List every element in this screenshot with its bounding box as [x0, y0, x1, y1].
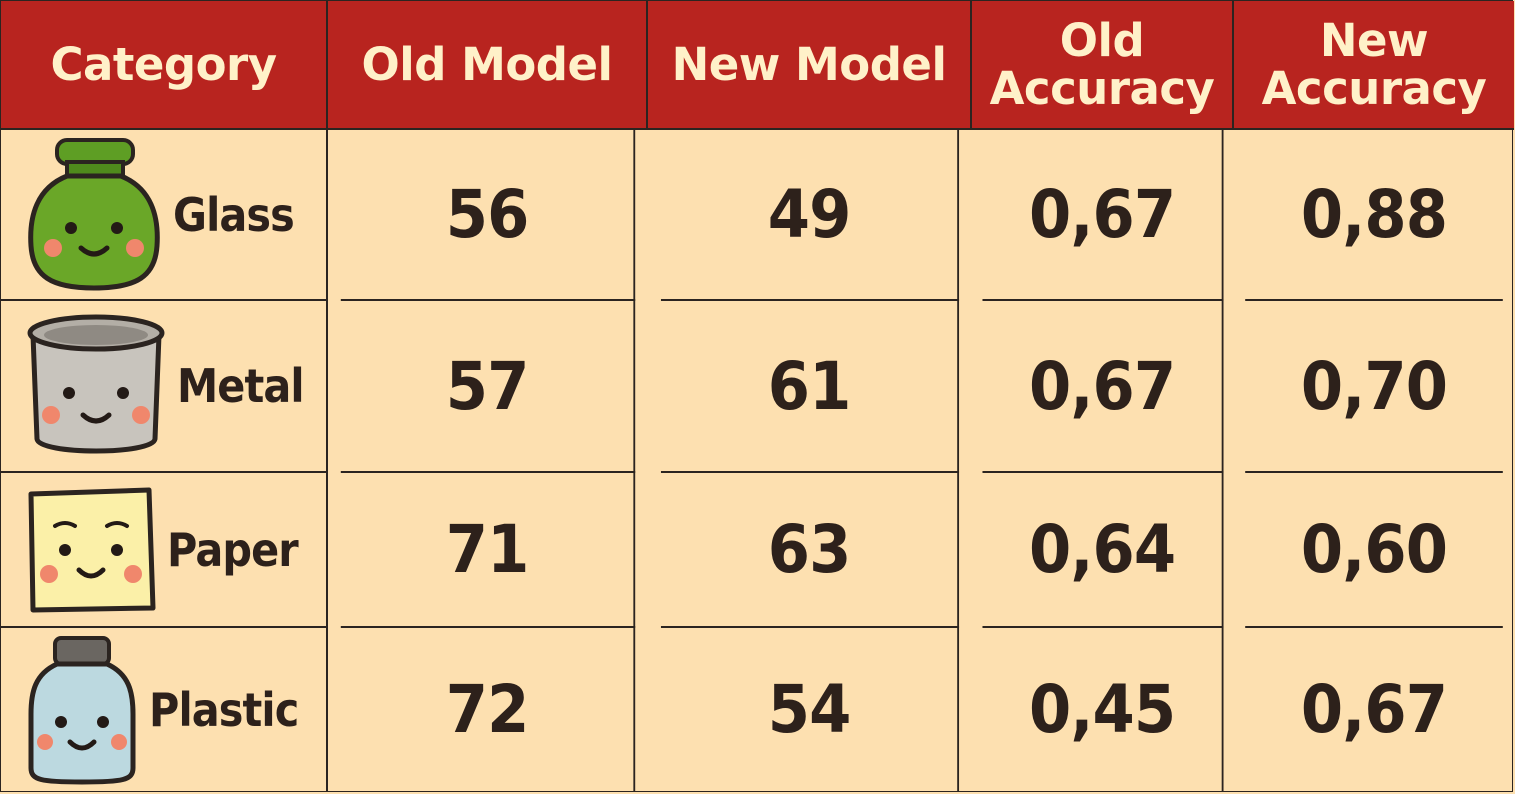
glass-bottle-icon	[28, 137, 160, 291]
new-model-value: 54	[661, 628, 960, 791]
old-model-value: 71	[340, 473, 636, 628]
new-model-value: 61	[660, 301, 960, 473]
table-row-category: Metal	[1, 301, 328, 473]
old-accuracy-value: 0,64	[982, 473, 1224, 628]
paper-sheet-icon	[28, 487, 156, 612]
old-model-value: 57	[340, 301, 636, 473]
new-accuracy-value: 0,67	[1300, 671, 1448, 748]
new-accuracy-value: 0,88	[1245, 130, 1503, 301]
header-old-accuracy: Old Accuracy	[972, 1, 1234, 130]
old-accuracy-value: 0,67	[982, 301, 1224, 473]
category-label: Metal	[177, 359, 305, 413]
table-row-category: Plastic	[1, 628, 328, 791]
plastic-bottle-icon	[28, 635, 136, 785]
header-category: Category	[1, 1, 328, 130]
old-accuracy-value: 0,67	[982, 130, 1224, 301]
table-row-category: Glass	[1, 130, 328, 301]
header-old-model: Old Model	[328, 1, 648, 130]
header-new-accuracy: New Accuracy	[1234, 1, 1514, 130]
category-label: Plastic	[149, 682, 299, 737]
table-row-category: Paper	[1, 473, 328, 628]
old-model-value: 72	[341, 628, 636, 791]
new-model-value: 63	[660, 473, 960, 628]
metal-can-icon	[27, 314, 165, 454]
new-accuracy-value: 0,70	[1245, 301, 1503, 473]
category-label: Paper	[167, 522, 299, 577]
new-accuracy-value: 0,60	[1245, 473, 1503, 628]
old-accuracy-value: 0,45	[982, 628, 1224, 791]
new-model-value: 49	[660, 130, 960, 301]
old-model-value: 56	[340, 130, 636, 301]
header-new-model: New Model	[648, 1, 972, 130]
category-label: Glass	[173, 187, 295, 242]
